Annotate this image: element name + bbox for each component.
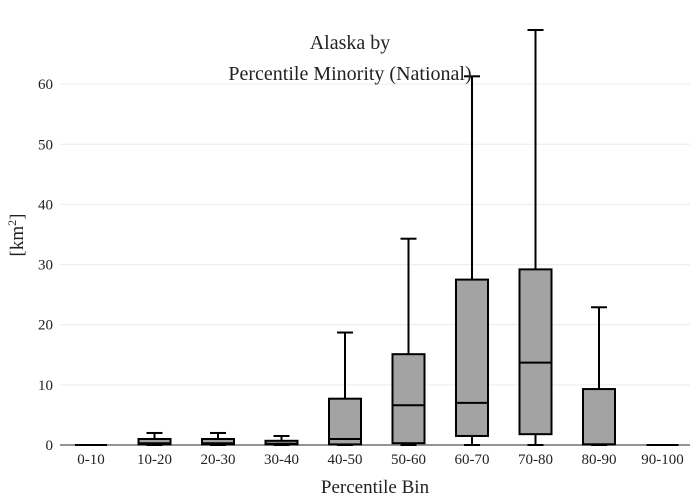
- x-tick-label: 80-90: [582, 452, 617, 468]
- box-plots: [75, 29, 679, 446]
- box-iqr: [455, 278, 489, 437]
- box-70-80: [518, 29, 553, 446]
- y-axis-title: [km2]: [5, 214, 28, 257]
- box-iqr: [582, 388, 616, 446]
- x-tick-label: 30-40: [264, 452, 299, 468]
- x-tick-label: 0-10: [77, 452, 105, 468]
- box-iqr: [328, 397, 362, 446]
- box-iqr: [201, 437, 235, 446]
- y-tick-label: 50: [38, 137, 53, 153]
- y-tick-label: 30: [38, 258, 53, 274]
- box-40-50: [328, 331, 362, 446]
- y-tick-label: 20: [38, 318, 53, 334]
- chart-subtitle: Percentile Minority (National): [228, 63, 471, 85]
- chart-title: Alaska by: [310, 32, 391, 54]
- box-30-40: [264, 434, 299, 446]
- x-tick-label: 60-70: [455, 452, 490, 468]
- box-iqr: [137, 437, 172, 446]
- y-tick-label: 10: [38, 378, 53, 394]
- x-tick-label: 20-30: [201, 452, 236, 468]
- x-tick-label: 50-60: [391, 452, 426, 468]
- x-tick-label: 10-20: [137, 452, 172, 468]
- y-tick-label: 60: [38, 77, 53, 93]
- box-80-90: [582, 306, 616, 446]
- x-axis-title: Percentile Bin: [321, 477, 430, 498]
- x-tick-label: 40-50: [328, 452, 363, 468]
- box-60-70: [455, 75, 489, 446]
- y-tick-label: 40: [38, 197, 53, 213]
- box-iqr: [518, 268, 553, 436]
- box-iqr: [391, 353, 426, 445]
- x-tick-label: 90-100: [641, 452, 684, 468]
- y-tick-label: 0: [46, 438, 54, 454]
- box-50-60: [391, 237, 426, 446]
- y-axis-title-superscript: 2: [5, 220, 19, 226]
- box-10-20: [137, 431, 172, 446]
- x-tick-label: 70-80: [518, 452, 553, 468]
- gridlines: [60, 83, 690, 386]
- x-tick-labels: 0-10 10-20 20-30 30-40 40-50 50-60 60-70 70-80 8…: [77, 452, 684, 468]
- box-20-30: [201, 431, 235, 446]
- y-tick-labels: 0 10 20 30 40 50 60: [38, 77, 53, 454]
- y-axis-title-main: [km: [7, 226, 28, 257]
- y-axis-title-close: ]: [7, 214, 28, 220]
